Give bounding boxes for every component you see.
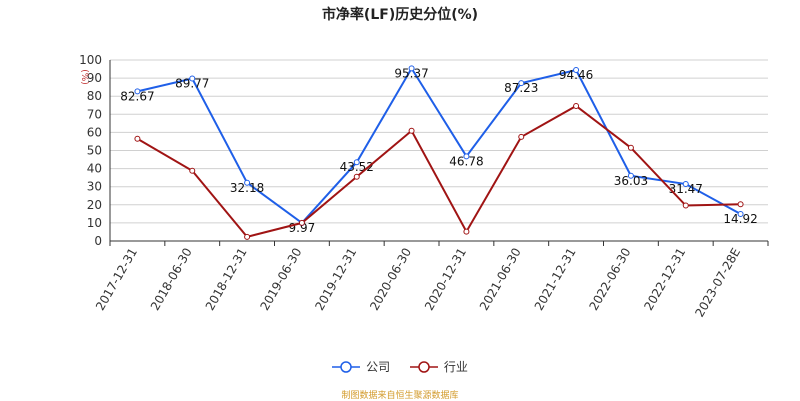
x-tick-label: 2021-12-31 [532, 246, 579, 313]
x-tick-label: 2022-06-30 [587, 246, 634, 313]
data-point [134, 88, 141, 95]
data-point [627, 172, 634, 179]
data-label: 87.23 [504, 81, 538, 95]
data-point [682, 202, 689, 209]
y-tick-label: 20 [87, 198, 102, 212]
x-tick-label: 2020-12-31 [422, 245, 469, 312]
legend-label-industry: 行业 [443, 360, 468, 374]
data-point [244, 233, 251, 240]
y-tick-label: 0 [94, 234, 102, 248]
data-label: 14.92 [723, 212, 757, 226]
x-tick-label: 2022-12-31 [641, 246, 688, 313]
x-tick-label: 2020-06-30 [367, 246, 414, 313]
legend-company-marker-icon [332, 360, 361, 373]
y-unit-label: (%) [79, 69, 89, 85]
data-label: 32.18 [230, 181, 264, 195]
data-point [189, 75, 196, 82]
data-point [408, 127, 415, 134]
data-point [189, 167, 196, 174]
source-note: 制图数据来自恒生聚源数据库 [341, 391, 459, 401]
data-label: 94.46 [559, 68, 593, 82]
data-label: 89.77 [175, 77, 209, 91]
data-label: 82.67 [120, 89, 154, 103]
data-point [134, 135, 141, 142]
series-line-1 [136, 104, 741, 238]
chart-title: 市净率(LF)历史分位(%) [321, 7, 479, 23]
x-tick-label: 2019-12-31 [312, 246, 359, 313]
series-line-0 [137, 66, 742, 225]
data-label: 95.37 [394, 66, 428, 80]
x-tick-label: 2023-07-28E [692, 246, 743, 320]
y-tick-label: 40 [87, 162, 102, 176]
x-tick-label: 2018-12-31 [203, 245, 250, 312]
y-tick-label: 50 [87, 144, 102, 158]
data-label: 36.03 [614, 174, 648, 188]
data-point [573, 102, 580, 109]
y-tick-label: 30 [87, 180, 102, 194]
data-point [353, 159, 360, 166]
data-point [573, 67, 580, 74]
legend: 公司 行业 [0, 358, 800, 376]
legend-industry-marker-icon [409, 360, 438, 373]
data-point [408, 65, 415, 72]
y-tick-label: 60 [87, 125, 102, 139]
data-point [518, 80, 525, 87]
data-point [737, 201, 744, 208]
data-point [463, 153, 470, 160]
y-tick-label: 100 [79, 53, 102, 67]
legend-label-company: 公司 [366, 360, 391, 374]
data-point [682, 181, 689, 188]
data-point [737, 210, 744, 217]
data-point [298, 219, 305, 226]
data-label: 46.78 [449, 154, 483, 168]
legend-item-company[interactable]: 公司 [332, 358, 390, 375]
x-tick-label: 2017-12-31 [93, 246, 140, 313]
data-point [244, 179, 251, 186]
data-label: 31.47 [669, 182, 703, 196]
y-tick-label: 10 [87, 216, 102, 230]
y-tick-label: 80 [87, 89, 102, 103]
x-tick-label: 2021-06-30 [477, 246, 524, 313]
data-point [463, 228, 470, 235]
x-tick-label: 2019-06-30 [258, 246, 305, 313]
x-tick-label: 2018-06-30 [148, 246, 195, 313]
data-point [353, 173, 360, 180]
data-point [627, 144, 634, 151]
y-tick-label: 90 [87, 71, 102, 85]
data-point [518, 133, 525, 140]
y-tick-label: 70 [87, 107, 102, 121]
legend-item-industry[interactable]: 行业 [409, 358, 468, 375]
